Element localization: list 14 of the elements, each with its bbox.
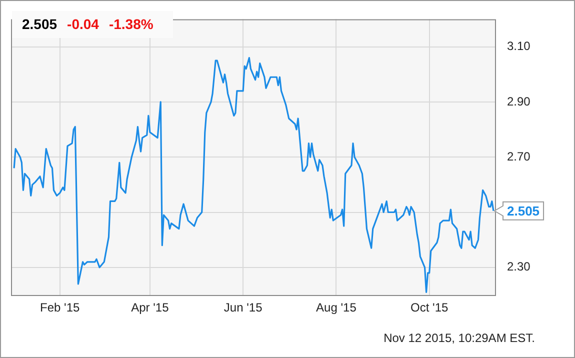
x-tick-label: Oct '15: [410, 300, 448, 315]
x-tick-label: Jun '15: [224, 300, 263, 315]
annotation: -0.04: [67, 16, 99, 32]
chart-title: 2.505: [22, 16, 58, 32]
y-tick-label: 2.70: [507, 149, 531, 164]
annotation: 2.505: [507, 203, 540, 218]
y-tick-label: 3.10: [507, 39, 531, 54]
y-tick-label: 2.30: [507, 260, 531, 274]
x-tick-label: Feb '15: [40, 300, 80, 315]
x-tick-label: Apr '15: [131, 300, 170, 315]
text: Nov 12 2015, 10:29AM EST.: [384, 331, 535, 345]
x-tick-label: Aug '15: [316, 300, 357, 315]
annotation: -1.38%: [108, 16, 154, 32]
y-tick-label: 2.90: [507, 94, 531, 108]
